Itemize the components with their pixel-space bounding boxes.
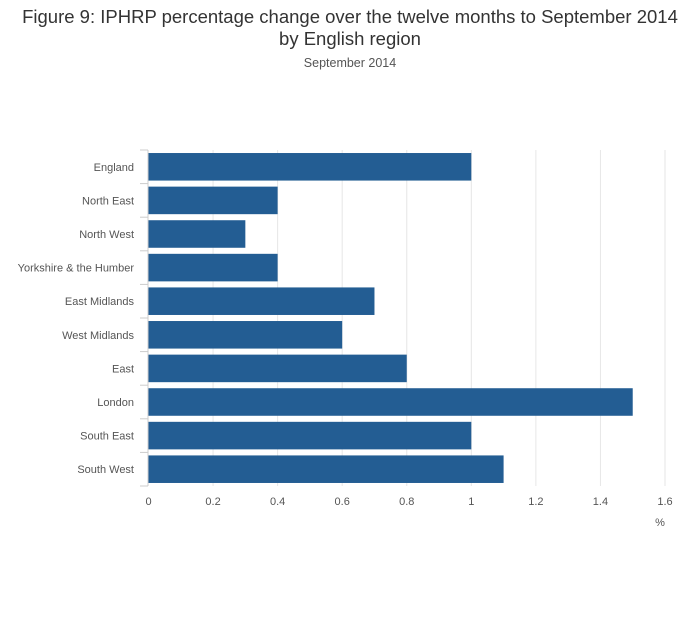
bar-north-west[interactable] [148,220,246,248]
bar-east[interactable] [148,354,407,383]
x-axis-unit-label: % [655,517,665,529]
x-tick-label: 0.4 [270,496,285,508]
bar-west-midlands[interactable] [148,321,343,349]
category-label: West Midlands [62,330,134,342]
category-label: South West [77,464,134,476]
category-label: London [97,397,134,409]
chart-subtitle: September 2014 [303,56,397,70]
bar-yorkshire-the-humber[interactable] [148,253,278,282]
x-tick-label: 1.4 [593,496,608,508]
x-tick-label: 0.8 [399,496,414,508]
axes [140,149,149,487]
bar-north-east[interactable] [148,186,278,215]
category-label: North West [79,229,134,241]
category-label: South East [80,431,134,443]
bar-london[interactable] [148,388,633,416]
x-tick-label: 1.2 [528,496,543,508]
category-label: East [112,363,134,375]
x-tick-label: 0 [145,496,151,508]
bars [148,153,633,483]
bar-east-midlands[interactable] [148,287,375,315]
chart-title: Figure 9: IPHRP percentage change over t… [22,6,678,49]
category-label: East Midlands [65,296,135,308]
x-tick-label: 0.6 [335,496,350,508]
category-label: England [94,162,134,174]
x-tick-labels: 0 0.2 0.4 0.6 0.8 1 1.2 1.4 1.6 [145,496,672,508]
x-tick-label: 0.2 [205,496,220,508]
bar-south-east[interactable] [148,421,472,450]
bar-england[interactable] [148,153,472,181]
x-tick-label: 1.6 [657,496,672,508]
category-label: North East [82,195,134,207]
category-labels: England North East North West Yorkshire & t… [18,162,135,476]
x-tick-label: 1 [468,496,474,508]
category-label: Yorkshire & the Humber [18,263,135,275]
bar-south-west[interactable] [148,455,504,483]
